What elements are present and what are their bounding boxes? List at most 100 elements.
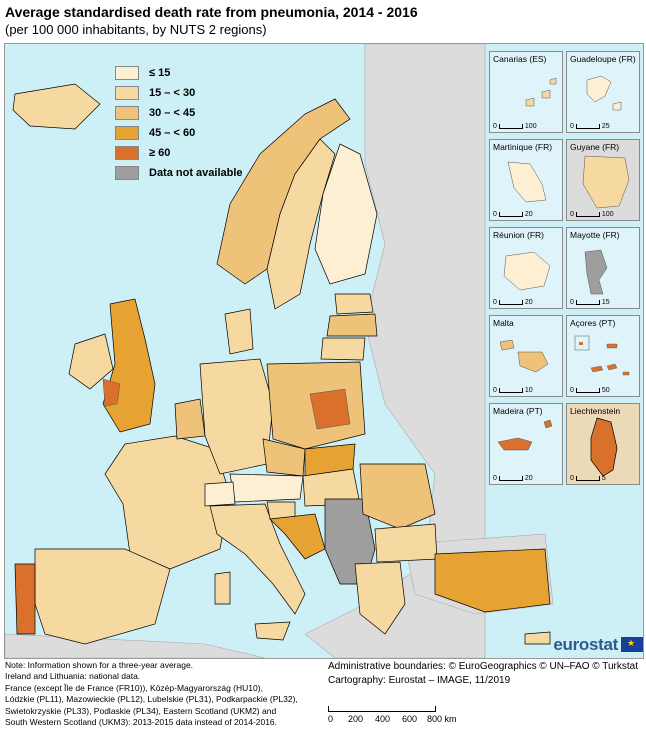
legend-swatch xyxy=(115,66,139,80)
inset-title: Réunion (FR) xyxy=(493,230,545,240)
note-line: Swietokrzyskie (PL33), Podlaskie (PL34),… xyxy=(5,705,277,716)
scale-label: 800 km xyxy=(427,714,457,724)
inset-scale: 0 20 xyxy=(493,299,533,306)
inset-scale: 0 15 xyxy=(570,299,610,306)
region-turkey xyxy=(434,548,551,613)
inset-title: Guyane (FR) xyxy=(570,142,620,152)
region-estonia xyxy=(334,293,374,315)
region-ireland xyxy=(68,333,114,390)
note-line: France (except Île de France (FR10)), Kö… xyxy=(5,682,263,693)
legend-swatch xyxy=(115,86,139,100)
legend-label: Data not available xyxy=(149,167,243,179)
region-benelux xyxy=(174,398,206,440)
main-map: ≤ 15 15 – < 30 30 – < 45 45 – < 60 ≥ 60 … xyxy=(4,43,644,659)
legend-swatch xyxy=(115,146,139,160)
legend-label: 45 – < 60 xyxy=(149,127,196,139)
map-subtitle: (per 100 000 inhabitants, by NUTS 2 regi… xyxy=(5,22,267,37)
inset-malta-map xyxy=(499,339,549,373)
inset-canarias: Canarias (ES) 0 100 xyxy=(489,51,563,133)
inset-scale: 0 100 xyxy=(493,123,537,130)
boundaries-credit: Administrative boundaries: © EuroGeograp… xyxy=(328,661,639,672)
region-lithuania xyxy=(320,337,366,361)
legend-swatch xyxy=(115,106,139,120)
inset-malta: Malta 0 10 xyxy=(489,315,563,397)
note-line: South Western Scotland (UKM3): 2013-2015… xyxy=(5,717,278,728)
inset-acores-map xyxy=(574,335,630,376)
map-notes: Note: Information shown for a three-year… xyxy=(5,660,325,728)
eurostat-logo: eurostat xyxy=(540,634,643,655)
map-title: Average standardised death rate from pne… xyxy=(5,4,418,20)
legend-label: 30 – < 45 xyxy=(149,107,196,119)
region-iceland xyxy=(12,83,101,130)
region-latvia xyxy=(326,313,378,337)
inset-title: Martinique (FR) xyxy=(493,142,553,152)
legend-label: 15 – < 30 xyxy=(149,87,196,99)
region-greece xyxy=(354,561,406,635)
inset-acores: Açores (PT) 0 50 xyxy=(566,315,640,397)
inset-reunion: Réunion (FR) 0 20 xyxy=(489,227,563,309)
scale-bar-line xyxy=(328,706,436,712)
region-france xyxy=(104,435,231,570)
scale-label: 600 xyxy=(402,714,418,724)
scale-label: 0 xyxy=(328,714,334,724)
cartography-credit: Cartography: Eurostat – IMAGE, 11/2019 xyxy=(328,675,511,686)
region-switzerland xyxy=(204,481,236,507)
inset-title: Malta xyxy=(493,318,514,328)
legend-swatch xyxy=(115,126,139,140)
legend-swatch xyxy=(115,166,139,180)
scale-label: 400 xyxy=(375,714,391,724)
region-poland-high xyxy=(309,388,351,430)
scale-label: 200 xyxy=(348,714,364,724)
inset-guyane: Guyane (FR) 0 100 xyxy=(566,139,640,221)
region-uk-high xyxy=(102,378,121,407)
inset-canarias-map xyxy=(525,77,557,107)
inset-title: Madeira (PT) xyxy=(493,406,543,416)
inset-title: Açores (PT) xyxy=(570,318,616,328)
inset-reunion-map xyxy=(503,251,551,291)
note-line: Note: Information shown for a three-year… xyxy=(5,660,194,670)
inset-madeira-map xyxy=(497,419,553,451)
region-denmark xyxy=(224,308,254,355)
region-spain xyxy=(34,548,171,645)
map-credits: Administrative boundaries: © EuroGeograp… xyxy=(328,660,638,688)
region-sweden xyxy=(266,138,336,310)
eurostat-logo-text: eurostat xyxy=(553,634,618,654)
inset-scale: 0 10 xyxy=(493,387,533,394)
inset-guadeloupe: Guadeloupe (FR) 0 25 xyxy=(566,51,640,133)
inset-mayotte-map xyxy=(584,249,608,295)
region-croatia xyxy=(269,513,326,560)
legend-label: ≥ 60 xyxy=(149,147,171,159)
inset-title: Mayotte (FR) xyxy=(570,230,620,240)
region-cyprus xyxy=(524,631,551,645)
europe-choropleth xyxy=(5,44,554,658)
inset-title: Canarias (ES) xyxy=(493,54,547,64)
region-finland xyxy=(314,143,378,285)
inset-madeira: Madeira (PT) 0 20 xyxy=(489,403,563,485)
inset-mayotte: Mayotte (FR) 0 15 xyxy=(566,227,640,309)
note-line: Lódzkie (PL11), Mazowieckie (PL12), Lube… xyxy=(5,694,298,705)
region-sardinia xyxy=(214,571,231,605)
inset-martinique-map xyxy=(507,161,547,203)
region-austria xyxy=(229,473,304,503)
region-norway xyxy=(216,98,351,285)
inset-scale: 0 20 xyxy=(493,475,533,482)
inset-scale: 0 50 xyxy=(570,387,610,394)
region-portugal xyxy=(14,563,36,635)
note-line: Ireland and Lithuania: national data. xyxy=(5,671,141,682)
scale-bar: 0 200 400 600 800 km xyxy=(328,700,468,730)
eu-flag-icon xyxy=(621,637,643,652)
inset-martinique: Martinique (FR) 0 20 xyxy=(489,139,563,221)
inset-liechtenstein-map xyxy=(567,404,639,484)
inset-guyane-map xyxy=(567,140,639,220)
land-north-africa xyxy=(5,633,266,658)
inset-scale: 0 20 xyxy=(493,211,533,218)
region-romania xyxy=(359,463,436,530)
region-sicily xyxy=(254,621,291,641)
legend-label: ≤ 15 xyxy=(149,67,171,79)
region-bulgaria xyxy=(374,523,438,563)
inset-title: Guadeloupe (FR) xyxy=(570,54,636,64)
inset-scale: 0 100 xyxy=(570,211,614,218)
inset-guadeloupe-map xyxy=(586,75,622,111)
